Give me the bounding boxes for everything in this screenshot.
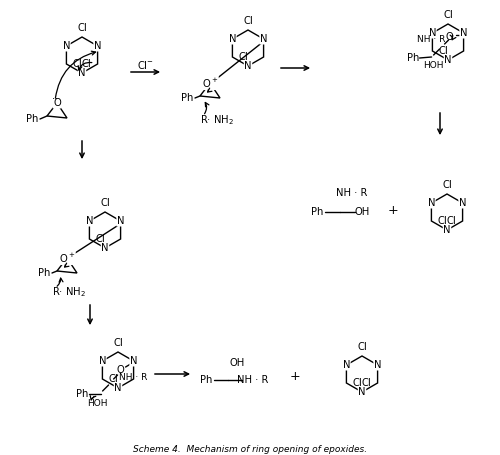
- Text: Cl: Cl: [77, 23, 87, 33]
- Text: Cl: Cl: [72, 59, 83, 69]
- Text: Cl: Cl: [100, 198, 110, 208]
- Text: Cl: Cl: [438, 216, 448, 226]
- Text: N: N: [98, 356, 106, 366]
- Text: Scheme 4.  Mechanism of ring opening of epoxides.: Scheme 4. Mechanism of ring opening of e…: [133, 445, 367, 454]
- Text: +: +: [290, 370, 300, 384]
- Text: OH: OH: [354, 207, 370, 217]
- Text: NH · R: NH · R: [418, 35, 446, 45]
- Text: Cl: Cl: [438, 46, 448, 56]
- Text: N: N: [342, 360, 350, 370]
- Text: HOH: HOH: [424, 61, 444, 71]
- Text: Cl: Cl: [357, 342, 367, 352]
- Text: N: N: [459, 198, 466, 208]
- Text: NH · R: NH · R: [238, 375, 268, 385]
- Text: Cl: Cl: [362, 378, 372, 388]
- Text: O: O: [53, 98, 61, 108]
- Text: N: N: [94, 41, 102, 51]
- Text: R· NH$_2$: R· NH$_2$: [52, 285, 86, 299]
- Text: Ph: Ph: [180, 93, 193, 103]
- Text: Cl$^{-}$: Cl$^{-}$: [136, 59, 154, 71]
- Text: N: N: [260, 34, 268, 44]
- Text: N: N: [130, 356, 138, 366]
- Text: N: N: [358, 387, 366, 397]
- Text: Cl: Cl: [243, 16, 253, 26]
- Text: N: N: [114, 383, 122, 393]
- Text: N: N: [62, 41, 70, 51]
- Text: N: N: [101, 243, 109, 253]
- Text: Cl: Cl: [96, 234, 106, 244]
- Text: N: N: [444, 55, 452, 65]
- Text: NH · R: NH · R: [118, 373, 147, 381]
- Text: Ph: Ph: [200, 375, 212, 385]
- Text: Ph: Ph: [310, 207, 323, 217]
- Text: N: N: [78, 68, 86, 78]
- Text: Cl: Cl: [113, 338, 123, 348]
- Text: O: O: [116, 365, 124, 375]
- Text: Cl: Cl: [352, 378, 362, 388]
- Text: Ph: Ph: [26, 114, 38, 124]
- Text: N: N: [117, 216, 124, 226]
- Text: Cl: Cl: [238, 52, 248, 62]
- Text: Ph: Ph: [38, 268, 50, 278]
- Text: Cl: Cl: [108, 374, 118, 384]
- Text: +: +: [388, 203, 398, 217]
- Text: O: O: [446, 32, 454, 42]
- Text: ··: ··: [52, 94, 62, 104]
- Text: HOH: HOH: [88, 399, 108, 409]
- Text: N: N: [244, 61, 252, 71]
- Text: Ph: Ph: [76, 389, 88, 399]
- Text: R· NH$_2$: R· NH$_2$: [200, 113, 234, 127]
- Text: N: N: [428, 28, 436, 38]
- Text: N: N: [228, 34, 236, 44]
- Text: O$^+$: O$^+$: [202, 76, 218, 90]
- Text: N: N: [428, 198, 435, 208]
- Text: N: N: [86, 216, 93, 226]
- Text: Ph: Ph: [407, 53, 420, 63]
- Text: Cl: Cl: [446, 216, 456, 226]
- Text: Cl: Cl: [442, 180, 452, 190]
- Text: N: N: [460, 28, 468, 38]
- Text: O$^+$: O$^+$: [59, 252, 75, 264]
- Text: Cl: Cl: [443, 10, 453, 20]
- Text: N: N: [444, 225, 451, 235]
- Text: NH · R: NH · R: [336, 188, 368, 198]
- Text: OH: OH: [230, 358, 244, 368]
- Text: N: N: [374, 360, 382, 370]
- Text: Cl: Cl: [82, 59, 92, 69]
